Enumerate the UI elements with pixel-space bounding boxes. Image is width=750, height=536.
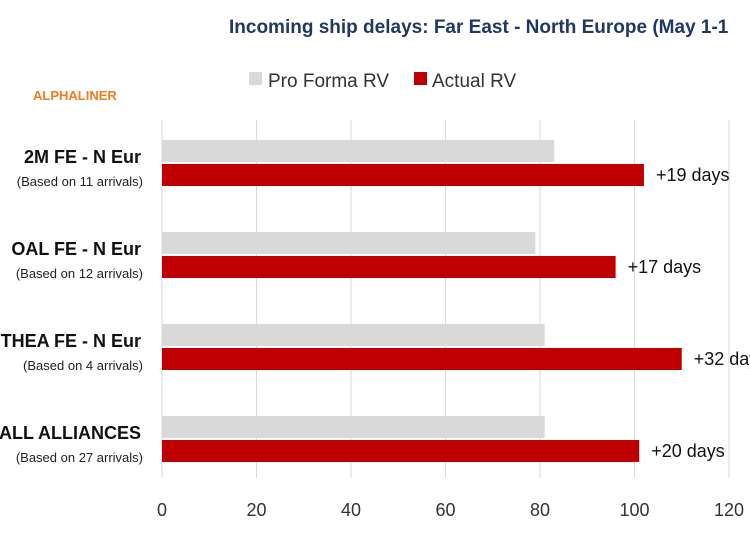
bar-pro-forma-1 xyxy=(162,232,536,254)
category-sublabel: (Based on 27 arrivals) xyxy=(16,450,143,465)
bar-pro-forma-0 xyxy=(162,140,555,162)
legend-label-actual: Actual RV xyxy=(432,71,516,92)
x-tick-label: 40 xyxy=(341,500,361,520)
category-label: 2M FE - N Eur xyxy=(24,147,141,167)
bar-actual-0 xyxy=(162,164,644,186)
x-tick-label: 20 xyxy=(246,500,266,520)
legend-swatch-pro-forma xyxy=(249,72,262,85)
x-tick-label: 120 xyxy=(714,500,744,520)
x-tick-label: 0 xyxy=(157,500,167,520)
delay-annotation: +17 days xyxy=(628,257,702,277)
chart-title: Incoming ship delays: Far East - North E… xyxy=(229,17,729,38)
bar-actual-1 xyxy=(162,256,616,278)
bar-actual-3 xyxy=(162,440,640,462)
category-label: THEA FE - N Eur xyxy=(1,331,141,351)
legend-swatch-actual xyxy=(414,72,427,85)
delay-annotation: +19 days xyxy=(656,165,730,185)
category-sublabel: (Based on 12 arrivals) xyxy=(16,266,143,281)
category-label: ALL ALLIANCES xyxy=(0,423,141,443)
bar-pro-forma-3 xyxy=(162,416,545,438)
x-tick-label: 60 xyxy=(435,500,455,520)
delay-annotation: +20 days xyxy=(651,441,725,461)
legend: Pro Forma RV Actual RV xyxy=(249,71,516,92)
bar-pro-forma-2 xyxy=(162,324,545,346)
category-labels: 2M FE - N Eur (Based on 11 arrivals) OAL F… xyxy=(0,147,143,465)
x-axis-ticks: 0 20 40 60 80 100 120 xyxy=(157,500,744,520)
brand-logo-text: ALPHALINER xyxy=(33,88,117,103)
bars xyxy=(162,140,682,462)
category-label: OAL FE - N Eur xyxy=(11,239,141,259)
annotations: +19 days +17 days +32 days +20 days xyxy=(628,165,750,461)
delay-annotation: +32 days xyxy=(694,349,750,369)
category-sublabel: (Based on 11 arrivals) xyxy=(17,174,143,189)
x-tick-label: 100 xyxy=(619,500,649,520)
legend-label-pro-forma: Pro Forma RV xyxy=(268,71,389,92)
category-sublabel: (Based on 4 arrivals) xyxy=(23,358,143,373)
x-tick-label: 80 xyxy=(530,500,550,520)
bar-actual-2 xyxy=(162,348,682,370)
